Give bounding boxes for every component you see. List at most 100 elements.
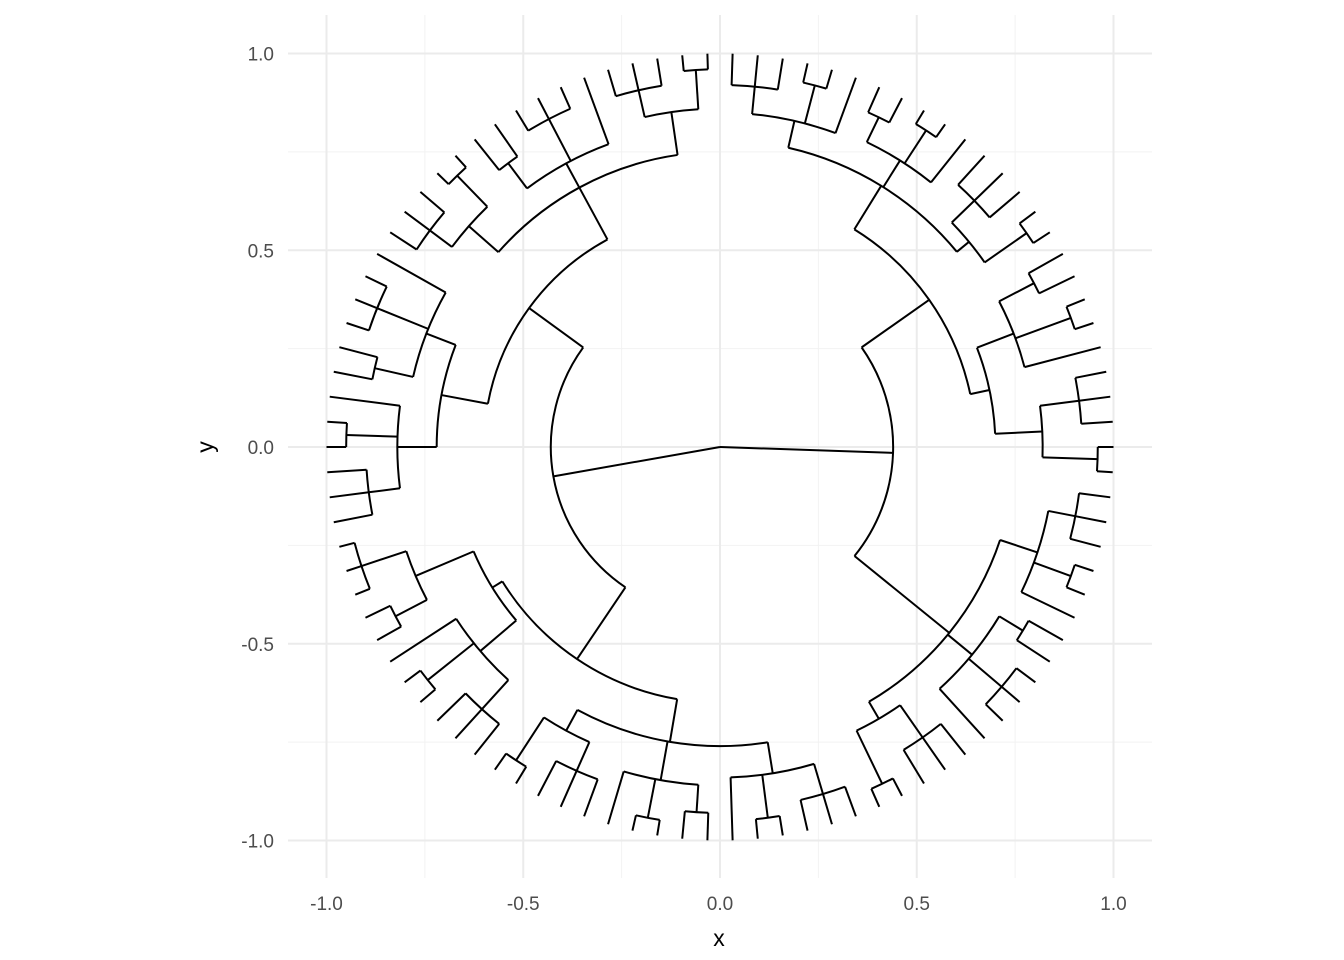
dendrogram-arc [353,542,371,590]
dendrogram-arc [576,709,768,748]
y-tick-label: -1.0 [241,832,274,853]
dendrogram-arc [853,346,895,557]
dendrogram-edge [429,229,453,248]
dendrogram-edge [376,625,402,641]
dendrogram-edge [670,111,679,156]
dendrogram-arc [412,292,447,378]
dendrogram-edge [951,199,976,224]
x-tick-label: -0.5 [507,894,540,915]
dendrogram-edge [995,430,1043,435]
dendrogram-arc [915,123,937,138]
dendrogram-arc [455,618,510,681]
dendrogram-edge [454,155,467,169]
dendrogram-edge [970,389,990,396]
dendrogram-edge [668,698,679,743]
dendrogram-edge [1074,322,1094,331]
dendrogram-edge [888,97,903,124]
dendrogram-edge [631,63,640,91]
dendrogram-edge [473,138,500,171]
dendrogram-edge [681,811,686,839]
dendrogram-edge [329,395,401,407]
dendrogram-arc [1039,405,1044,458]
y-axis-ticks: -1.0 -0.5 0.0 0.5 1.0 [241,45,274,853]
dendrogram-edge [803,85,816,124]
dendrogram-edge [419,688,437,703]
dendrogram-edge [799,799,809,831]
dendrogram-edge [365,275,388,288]
dendrogram-arc [368,286,388,331]
dendrogram-edge [1033,561,1072,578]
dendrogram-arc [1065,306,1076,330]
dendrogram-arc [549,346,626,589]
dendrogram-arc [526,143,609,190]
dendrogram-arc [486,238,608,404]
dendrogram-edge [404,669,422,684]
dendrogram-edge [575,741,591,772]
dendrogram-edge [374,367,414,378]
dendrogram-arc [903,723,942,751]
dendrogram-edge [1038,275,1075,295]
dendrogram-edge [787,120,796,148]
dendrogram-edge [1069,537,1101,548]
dendrogram-edge [565,709,579,732]
dendrogram-edge [637,89,646,118]
x-tick-label: 0.5 [904,894,930,915]
dendrogram-edge [947,633,973,656]
dendrogram-arc [396,405,401,489]
y-tick-label: 0.5 [248,241,274,262]
x-tick-label: -1.0 [310,894,343,915]
dendrogram-arc [464,692,500,725]
x-axis-ticks: -1.0 -0.5 0.0 0.5 1.0 [310,894,1127,915]
dendrogram-edge [583,779,599,817]
dendrogram-edge [956,241,970,253]
dendrogram-edge [515,716,545,761]
dendrogram-edge [559,770,578,808]
dendrogram-edge [1018,210,1036,225]
dendrogram-edge [481,679,510,710]
dendrogram-arc [730,762,815,779]
dendrogram-edge [656,58,663,86]
dendrogram-arc [788,146,958,253]
dendrogram-arc [866,141,932,184]
dendrogram-edge [419,191,445,214]
dendrogram-arc [415,211,446,251]
dendrogram-edge [882,159,901,188]
dendrogram-arc [853,228,972,395]
dendrogram-edge [507,162,528,190]
dendrogram-tree [326,53,1114,841]
dendrogram-edge [1001,686,1021,703]
dendrogram-edge [753,55,759,87]
dendrogram-edge [751,86,756,115]
dendrogram-edge [456,174,489,208]
x-tick-label: 1.0 [1100,894,1126,915]
dendrogram-arc [371,356,379,380]
dendrogram-edge [802,63,809,83]
x-tick-label: 0.0 [707,894,733,915]
dendrogram-edge [867,86,881,113]
dendrogram-edge [892,777,903,797]
dendrogram-edge [494,123,519,158]
dendrogram-edge [1096,470,1113,474]
x-axis-title: x [713,925,725,951]
dendrogram-arc [1065,564,1076,588]
dendrogram-edge [778,815,784,836]
dendrogram-edge [855,730,884,785]
dendrogram-edge [999,539,1038,554]
dendrogram-edge [425,332,457,346]
dendrogram-arc [998,300,1026,368]
dendrogram-edge [870,788,881,808]
dendrogram-edge [940,723,967,756]
dendrogram-edge [528,307,584,349]
dendrogram-edge [333,513,373,524]
dendrogram-edge [427,642,475,681]
dendrogram-edge [404,210,431,232]
dendrogram-arc [868,539,1002,703]
dendrogram-edge [454,708,483,739]
dendrogram-arc [731,84,778,91]
dendrogram-arc [1015,620,1030,641]
dendrogram-arc [957,184,991,219]
dendrogram-edge [776,58,784,90]
dendrogram-edge [968,657,1003,688]
dendrogram-arc [1018,222,1035,244]
